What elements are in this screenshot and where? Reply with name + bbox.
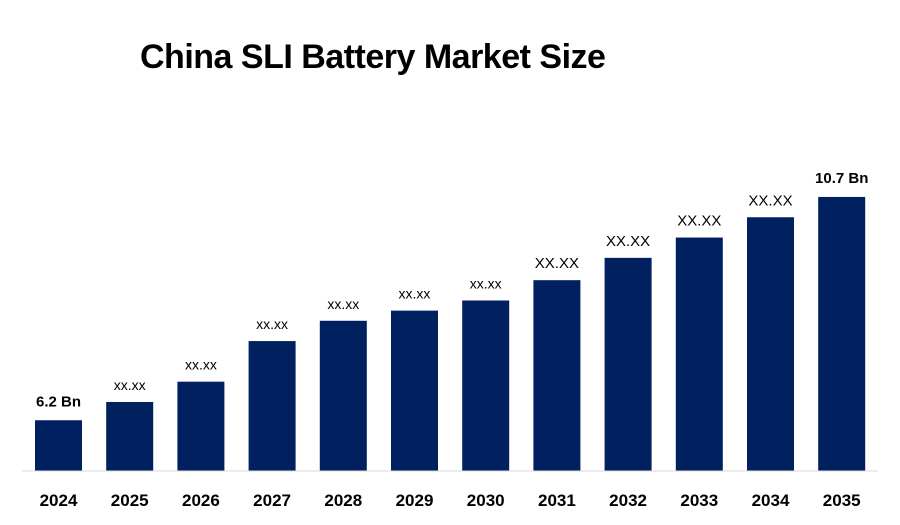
x-tick-2028: 2028 <box>324 491 362 510</box>
bar-2030 <box>462 300 510 471</box>
x-tick-2029: 2029 <box>396 491 434 510</box>
x-tick-2034: 2034 <box>752 491 790 510</box>
value-label-2032: XX.XX <box>606 233 650 250</box>
bar-2027 <box>248 341 296 471</box>
bar-2035 <box>818 196 866 471</box>
value-label-2025: xx.xx <box>114 377 146 393</box>
x-tick-2030: 2030 <box>467 491 505 510</box>
x-tick-2035: 2035 <box>823 491 861 510</box>
value-label-2035: 10.7 Bn <box>815 170 868 187</box>
bar-2028 <box>319 320 367 471</box>
bar-2024 <box>35 420 82 471</box>
value-label-2029: xx.xx <box>399 286 431 302</box>
x-tick-2027: 2027 <box>253 491 291 510</box>
bar-2029 <box>391 310 438 471</box>
x-tick-2026: 2026 <box>182 491 220 510</box>
value-label-2024: 6.2 Bn <box>36 393 81 410</box>
bars-group <box>35 196 866 471</box>
x-tick-2024: 2024 <box>40 491 78 510</box>
x-tick-2032: 2032 <box>609 491 647 510</box>
bar-2031 <box>533 280 581 471</box>
bar-2033 <box>675 237 723 471</box>
value-label-2030: xx.xx <box>470 275 502 291</box>
chart-title: China SLI Battery Market Size <box>140 38 606 76</box>
value-label-2031: XX.XX <box>535 255 579 272</box>
x-tick-2031: 2031 <box>538 491 576 510</box>
bar-2034 <box>747 217 794 471</box>
bar-2026 <box>177 381 225 471</box>
x-tick-2033: 2033 <box>680 491 718 510</box>
bar-2025 <box>106 401 154 471</box>
value-label-2028: xx.xx <box>327 296 359 312</box>
x-tick-labels-group: 2024 2025 2026 2027 2028 2029 2030 2031 2032 2033… <box>40 491 861 510</box>
bar-2032 <box>604 257 652 471</box>
value-labels-group: 6.2 Bn xx.xx xx.xx xx.xx xx.xx xx.xx xx.xx XX.X… <box>36 170 868 410</box>
value-label-2027: xx.xx <box>256 316 288 332</box>
x-tick-2025: 2025 <box>111 491 149 510</box>
value-label-2033: XX.XX <box>677 213 721 230</box>
value-label-2026: xx.xx <box>185 357 217 373</box>
value-label-2034: XX.XX <box>748 192 792 209</box>
